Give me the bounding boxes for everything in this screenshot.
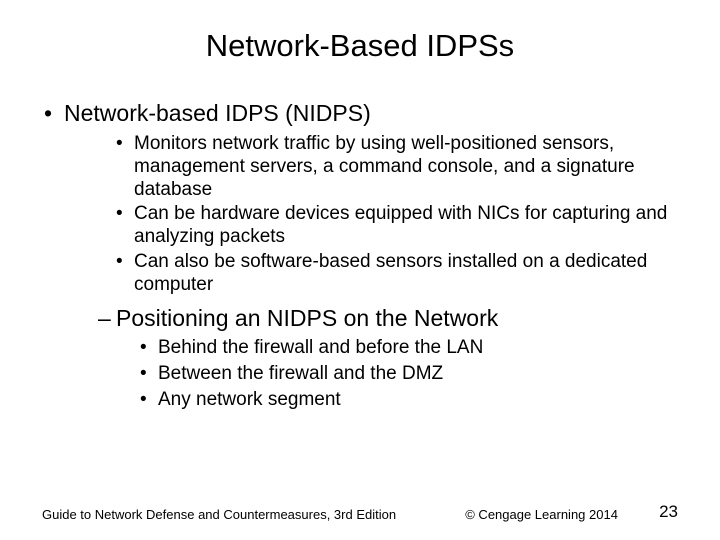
list-item: Any network segment (140, 388, 678, 412)
bullet-list-level1: Network-based IDPS (NIDPS) Monitors netw… (42, 100, 678, 411)
list-item-text: Between the firewall and the DMZ (158, 363, 443, 384)
list-item-text: Positioning an NIDPS on the Network (116, 305, 498, 331)
bullet-list-level2: Monitors network traffic by using well-p… (64, 133, 678, 411)
list-item: Between the firewall and the DMZ (140, 362, 678, 386)
list-item-text: Can also be software-based sensors insta… (134, 251, 647, 295)
footer-copyright: © Cengage Learning 2014 (465, 507, 618, 522)
list-item: Behind the firewall and before the LAN (140, 336, 678, 360)
list-item: Monitors network traffic by using well-p… (116, 133, 678, 201)
list-item-text: Monitors network traffic by using well-p… (134, 133, 635, 200)
list-item-text: Behind the firewall and before the LAN (158, 337, 483, 358)
list-item: Can also be software-based sensors insta… (116, 251, 678, 297)
list-item-text: Network-based IDPS (NIDPS) (64, 100, 371, 126)
list-item: Can be hardware devices equipped with NI… (116, 203, 678, 249)
list-item: Network-based IDPS (NIDPS) Monitors netw… (42, 100, 678, 411)
slide: Network-Based IDPSs Network-based IDPS (… (0, 0, 720, 540)
list-item-text: Any network segment (158, 389, 341, 410)
list-item: Positioning an NIDPS on the Network Behi… (98, 305, 678, 412)
footer: Guide to Network Defense and Countermeas… (42, 502, 678, 522)
footer-source: Guide to Network Defense and Countermeas… (42, 507, 396, 522)
slide-title: Network-Based IDPSs (42, 28, 678, 64)
list-item-text: Can be hardware devices equipped with NI… (134, 203, 667, 247)
page-number: 23 (659, 502, 678, 522)
bullet-list-level3: Behind the firewall and before the LAN B… (116, 336, 678, 411)
